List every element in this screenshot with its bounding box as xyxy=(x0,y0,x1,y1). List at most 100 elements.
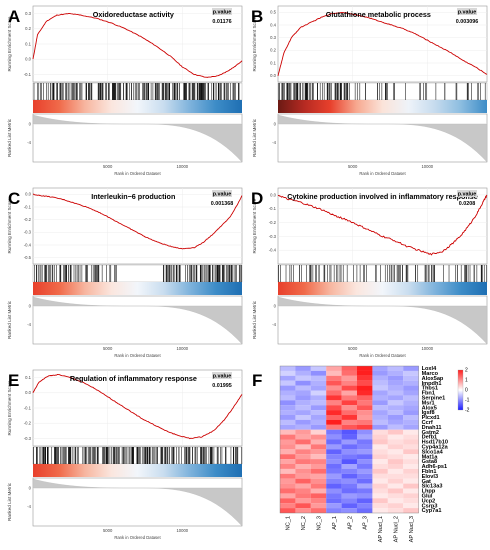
heatmap-cell xyxy=(326,468,342,474)
heatmap-cell xyxy=(310,390,327,396)
xtick-label: 5000 xyxy=(348,164,358,169)
rank-ytick-label: 0 xyxy=(274,303,277,308)
heatmap-cell xyxy=(280,493,296,499)
heatmap-cell xyxy=(280,395,296,401)
es-curve xyxy=(32,193,243,250)
heatmap-cell xyxy=(280,459,296,465)
heatmap-cell xyxy=(341,405,358,411)
heatmap-cell xyxy=(387,385,404,391)
rank-ylabel: Ranked List Metric xyxy=(7,300,12,339)
rank-ytick-label: -4 xyxy=(272,322,276,327)
heatmap-cell xyxy=(326,415,342,420)
heatmap-cell xyxy=(403,478,419,484)
es-ylabel: Running Enrichment Score xyxy=(7,198,12,253)
heatmap-cell xyxy=(403,366,419,371)
heatmap-cell xyxy=(295,478,311,484)
es-curve xyxy=(277,11,488,77)
heatmap-cell xyxy=(326,464,342,469)
heatmap-column-label: AP Nucl_3 xyxy=(409,516,415,542)
heatmap-cell xyxy=(341,454,358,460)
xlabel: Rank in Ordered Dataset xyxy=(114,353,161,358)
heatmap-row-label: Thbs1 xyxy=(422,386,438,392)
es-ytick-label: -0.5 xyxy=(24,255,32,260)
heatmap-cell xyxy=(326,498,342,504)
heatmap-cell xyxy=(295,415,311,420)
pvalue-label: p.value xyxy=(213,9,232,15)
xtick-label: 10000 xyxy=(176,346,188,351)
heatmap-cell xyxy=(310,493,327,499)
heatmap-row-label: Gsta8 xyxy=(422,459,438,465)
pvalue-label-box xyxy=(212,190,232,197)
heatmap-cell xyxy=(372,370,388,376)
es-ytick-label: -0.3 xyxy=(269,234,277,239)
heatmap-row-label: Glul xyxy=(422,494,433,500)
heatmap-cell xyxy=(357,444,373,450)
heatmap-cell xyxy=(341,439,358,445)
heatmap-cell xyxy=(280,375,296,381)
xtick-label: 5000 xyxy=(103,164,113,169)
heatmap-cell xyxy=(372,429,388,435)
heatmap-cell xyxy=(295,405,311,411)
ranked-metric-area xyxy=(277,114,488,163)
heatmap-cell xyxy=(295,366,311,371)
heatmap-cell xyxy=(295,429,311,435)
heatmap-cell xyxy=(295,400,311,406)
heatmap-cell xyxy=(295,449,311,455)
es-ytick-label: 0.0 xyxy=(270,192,276,197)
heatmap-cell xyxy=(280,483,296,489)
heatmap-cell xyxy=(372,434,388,440)
heatmap-cell xyxy=(372,424,388,430)
heatmap-cell xyxy=(403,468,419,474)
heatmap-cell xyxy=(280,410,296,416)
heatmap-cell xyxy=(280,415,296,420)
heatmap-cell xyxy=(295,473,311,479)
heatmap-cell xyxy=(326,419,342,425)
heatmap-cell xyxy=(341,385,358,391)
heatmap-cell xyxy=(387,405,404,411)
heatmap-cell xyxy=(326,444,342,450)
heatmap-panel: F Loxl4MarcoAlox5apImpdh1Thbs1Fbn1Serpine… xyxy=(252,365,470,542)
heatmap-cell xyxy=(295,370,311,376)
heatmap-cell xyxy=(387,449,404,455)
heatmap-cell xyxy=(387,444,404,450)
heatmap-cell xyxy=(310,415,327,420)
heatmap-cell xyxy=(341,380,358,386)
heatmap-cell xyxy=(310,464,327,469)
heatmap-row-label: Slc13a3 xyxy=(422,484,443,490)
rank-color-bar xyxy=(33,100,242,113)
heatmap-cell xyxy=(372,405,388,411)
heatmap-cell xyxy=(310,424,327,430)
heatmap-cell xyxy=(357,390,373,396)
gsea-panel-e: 0.1 0.0 -0.1 -0.2 -0.3 Regulation of inflamma… xyxy=(7,369,243,540)
es-ytick-label: 0.0 xyxy=(270,73,276,78)
heatmap-cell xyxy=(357,370,373,376)
heatmap-cell xyxy=(387,478,404,484)
heatmap-cell xyxy=(326,478,342,484)
heatmap-legend-bar xyxy=(457,369,464,411)
heatmap-cell xyxy=(341,493,358,499)
heatmap-cell xyxy=(387,375,404,381)
rank-ytick-label: 0 xyxy=(274,121,277,126)
heatmap-cell xyxy=(295,434,311,440)
gsea-panel-d: 0.0 -0.1 -0.2 -0.3 -0.4 Cytokine production i… xyxy=(252,187,488,358)
heatmap-cell xyxy=(295,380,311,386)
heatmap-cell xyxy=(357,385,373,391)
es-ytick-label: 0.3 xyxy=(25,11,31,16)
es-ytick-label: 0.1 xyxy=(25,41,31,46)
panel-label: C xyxy=(8,189,20,208)
heatmap-legend-tick: 2 xyxy=(465,368,468,374)
heatmap-row-label: Igsf8 xyxy=(422,410,435,416)
heatmap-cell xyxy=(357,468,373,474)
heatmap-cell xyxy=(341,410,358,416)
pvalue-label: p.value xyxy=(213,191,232,197)
heatmap-cell xyxy=(387,419,404,425)
heatmap-cell xyxy=(310,478,327,484)
heatmap-cell xyxy=(295,424,311,430)
heatmap-cell xyxy=(310,375,327,381)
heatmap-cell xyxy=(326,390,342,396)
heatmap-column-label: AP_2 xyxy=(347,516,353,530)
heatmap-cell xyxy=(280,385,296,391)
gsea-panel-c: 0.0 -0.1 -0.2 -0.3 -0.4 -0.5 Interleukin−6 pro… xyxy=(7,187,243,358)
pvalue-label: p.value xyxy=(458,191,477,197)
heatmap-column-label: NC_1 xyxy=(286,516,292,530)
